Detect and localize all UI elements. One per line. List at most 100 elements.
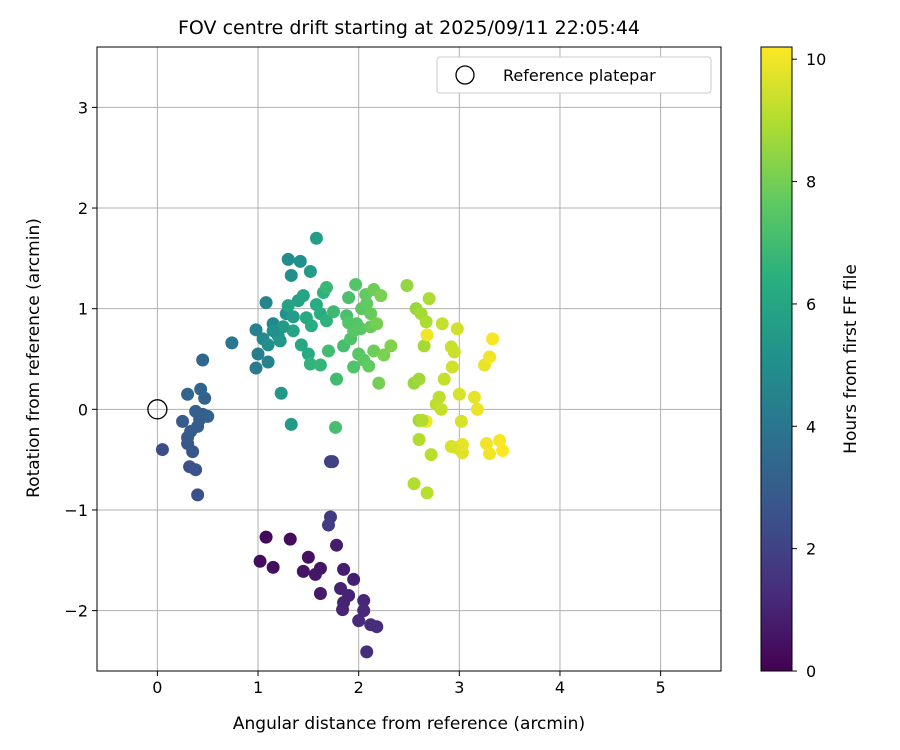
colorbar-tick-label: 6 — [806, 295, 816, 314]
data-point — [181, 387, 195, 401]
y-tick-label: 3 — [78, 98, 88, 117]
data-point — [286, 310, 300, 324]
data-point — [309, 231, 323, 245]
colorbar-ticks: 0 2 4 6 8 10 — [792, 50, 826, 681]
data-point — [194, 382, 208, 396]
data-point — [336, 603, 350, 617]
data-point — [337, 562, 351, 576]
data-point — [293, 254, 307, 268]
legend-label: Reference platepar — [503, 66, 656, 85]
data-point — [303, 264, 317, 278]
data-point — [347, 572, 361, 586]
data-point — [225, 336, 239, 350]
data-point — [319, 281, 333, 295]
y-tick-label: 1 — [78, 300, 88, 319]
colorbar-tick-label: 4 — [806, 417, 816, 436]
data-point — [420, 486, 434, 500]
data-point — [415, 413, 429, 427]
colorbar-gradient — [760, 46, 793, 672]
grid-lines — [97, 47, 721, 671]
data-point — [326, 455, 340, 469]
data-point — [424, 448, 438, 462]
colorbar-tick-label: 0 — [806, 662, 816, 681]
data-point — [276, 320, 290, 334]
colorbar-tick-label: 2 — [806, 540, 816, 559]
data-point — [342, 316, 356, 330]
data-point — [261, 338, 275, 352]
data-point — [444, 440, 458, 454]
data-points — [155, 231, 510, 659]
data-point — [417, 339, 431, 353]
data-point — [330, 372, 344, 386]
data-point — [296, 564, 310, 578]
data-point — [303, 357, 317, 371]
colorbar: 0 2 4 6 8 10 Hours from first FF file — [760, 46, 861, 681]
colorbar-tick-label: 10 — [806, 50, 826, 69]
data-point — [176, 414, 190, 428]
data-point — [155, 443, 169, 457]
data-point — [420, 328, 434, 342]
data-point — [253, 554, 267, 568]
x-axis-label: Angular distance from reference (arcmin) — [233, 714, 585, 734]
data-point — [455, 438, 469, 452]
data-point — [357, 604, 371, 618]
data-point — [284, 417, 298, 431]
colorbar-label: Hours from first FF file — [841, 264, 861, 454]
data-point — [266, 560, 280, 574]
y-tick-label: −2 — [64, 602, 88, 621]
data-point — [321, 344, 335, 358]
data-point — [259, 530, 273, 544]
data-point — [445, 360, 459, 374]
data-point — [283, 532, 297, 546]
legend-box — [436, 56, 712, 94]
data-point — [274, 386, 288, 400]
data-point — [286, 324, 300, 338]
data-point — [432, 390, 446, 404]
data-point — [384, 339, 398, 353]
data-point — [470, 402, 484, 416]
data-point — [496, 444, 510, 458]
data-point — [467, 390, 481, 404]
data-point — [304, 319, 318, 333]
data-point — [357, 594, 371, 608]
data-point — [447, 345, 461, 359]
x-tick-label: 1 — [253, 678, 263, 697]
data-point — [347, 360, 361, 374]
data-point — [483, 350, 497, 364]
data-point — [261, 355, 275, 369]
data-point — [342, 291, 356, 305]
data-point — [329, 420, 343, 434]
data-point — [191, 488, 205, 502]
data-point — [319, 314, 333, 328]
data-point — [486, 332, 500, 346]
data-point — [483, 447, 497, 461]
data-point — [281, 252, 295, 266]
data-point — [370, 620, 384, 634]
data-point — [284, 268, 298, 282]
data-point — [249, 361, 263, 375]
x-tick-label: 4 — [555, 678, 565, 697]
data-point — [313, 587, 327, 601]
data-point — [281, 299, 295, 313]
y-tick-label: −1 — [64, 501, 88, 520]
data-point — [437, 372, 451, 386]
data-point — [294, 338, 308, 352]
data-point — [189, 463, 203, 477]
x-tick-label: 0 — [152, 678, 162, 697]
data-point — [454, 414, 468, 428]
data-point — [349, 278, 363, 292]
data-point — [330, 538, 344, 552]
data-point — [296, 289, 310, 303]
data-point — [407, 477, 421, 491]
data-point — [249, 323, 263, 337]
colorbar-tick-label: 8 — [806, 173, 816, 192]
data-point — [266, 324, 280, 338]
axes: 0 1 2 3 4 5 −2 −1 0 1 2 3 — [64, 46, 722, 697]
x-tick-label: 5 — [656, 678, 666, 697]
x-tick-label: 3 — [454, 678, 464, 697]
reference-marker-layer — [147, 399, 168, 420]
legend: Reference platepar — [436, 56, 712, 94]
data-point — [479, 437, 493, 451]
data-point — [313, 358, 327, 372]
